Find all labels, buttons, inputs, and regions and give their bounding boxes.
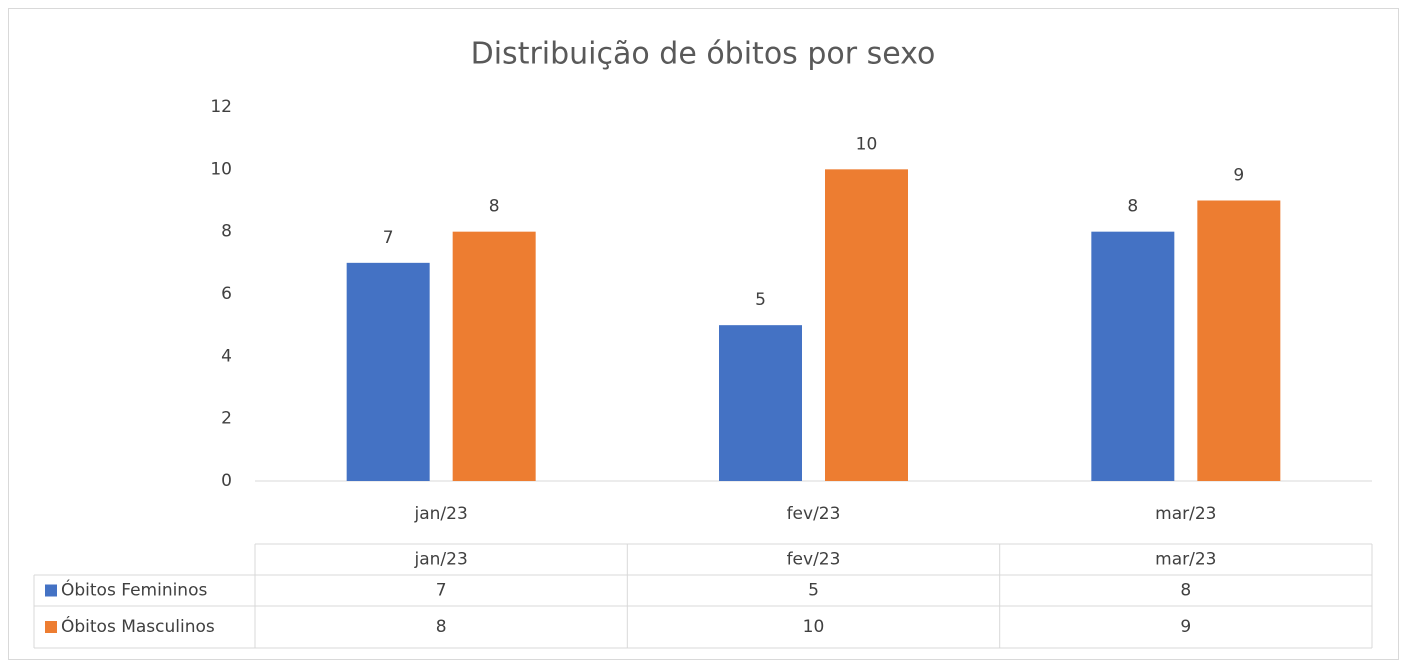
y-tick-label: 8 — [221, 222, 232, 242]
table-value: 8 — [436, 617, 447, 637]
bar — [825, 169, 908, 482]
y-tick-label: 12 — [210, 97, 232, 117]
table-header: jan/23 — [414, 550, 468, 570]
data-label: 5 — [755, 290, 766, 310]
data-label: 8 — [1127, 197, 1138, 217]
data-label: 8 — [489, 197, 500, 217]
legend-label: Óbitos Femininos — [61, 579, 207, 601]
data-label: 7 — [383, 228, 394, 248]
table-value: 10 — [803, 617, 825, 637]
bar — [1197, 200, 1281, 481]
bar — [1091, 231, 1175, 481]
x-tick-label: fev/23 — [787, 504, 841, 524]
data-label: 9 — [1233, 166, 1244, 186]
chart-title: Distribuição de óbitos por sexo — [471, 37, 936, 72]
legend-label: Óbitos Masculinos — [61, 615, 215, 637]
y-tick-label: 10 — [210, 159, 232, 179]
table-header: mar/23 — [1155, 550, 1216, 570]
table-value: 7 — [436, 581, 447, 601]
y-tick-label: 0 — [221, 471, 232, 491]
legend-swatch — [45, 621, 57, 633]
data-label: 10 — [856, 134, 878, 154]
x-tick-label: mar/23 — [1155, 504, 1216, 524]
table-value: 8 — [1180, 581, 1191, 601]
y-tick-label: 4 — [221, 346, 232, 366]
table-header: fev/23 — [787, 550, 841, 570]
bar — [452, 231, 536, 481]
x-tick-label: jan/23 — [414, 504, 468, 524]
table-value: 5 — [808, 581, 819, 601]
bar — [346, 262, 430, 481]
y-tick-label: 2 — [221, 409, 232, 429]
legend-swatch — [45, 584, 57, 597]
table-value: 9 — [1180, 617, 1191, 637]
bar — [719, 325, 802, 481]
y-tick-label: 6 — [221, 284, 232, 304]
